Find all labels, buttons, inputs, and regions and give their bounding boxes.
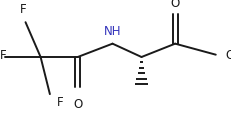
Text: O: O bbox=[170, 0, 179, 10]
Text: O: O bbox=[73, 97, 82, 110]
Text: NH: NH bbox=[103, 25, 121, 37]
Text: F: F bbox=[19, 3, 26, 16]
Text: OH: OH bbox=[224, 49, 231, 62]
Text: F: F bbox=[57, 95, 63, 108]
Text: F: F bbox=[0, 49, 7, 62]
